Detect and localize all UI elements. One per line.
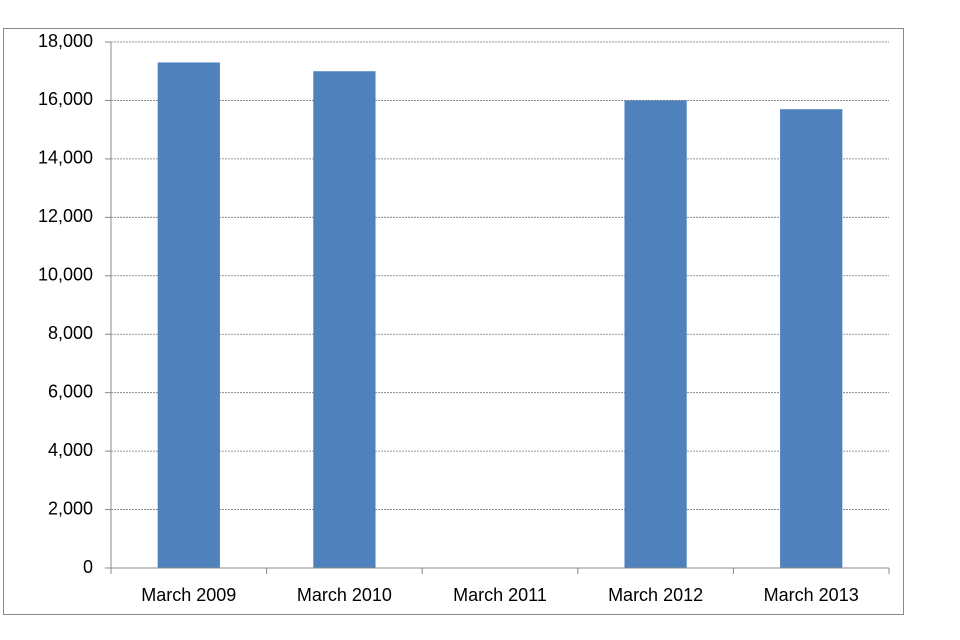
y-tick-label: 12,000 — [38, 206, 93, 226]
x-tick-label: March 2012 — [608, 585, 703, 605]
y-tick-label: 18,000 — [38, 31, 93, 51]
x-tick-label: March 2011 — [453, 585, 547, 605]
x-tick-label: March 2009 — [141, 585, 236, 605]
y-tick-label: 8,000 — [48, 323, 93, 343]
x-tick-label: March 2010 — [297, 585, 392, 605]
chart-frame — [3, 28, 904, 615]
bar — [157, 62, 220, 568]
y-tick-label: 16,000 — [38, 89, 93, 109]
y-tick-label: 4,000 — [48, 440, 93, 460]
y-tick-label: 10,000 — [38, 265, 93, 285]
y-tick-label: 0 — [83, 557, 93, 577]
bar — [780, 109, 843, 568]
y-tick-label: 2,000 — [48, 498, 93, 518]
x-tick-label: March 2013 — [764, 585, 859, 605]
bar — [313, 71, 376, 568]
y-tick-label: 6,000 — [48, 381, 93, 401]
bar — [624, 100, 687, 568]
y-tick-label: 14,000 — [38, 148, 93, 168]
